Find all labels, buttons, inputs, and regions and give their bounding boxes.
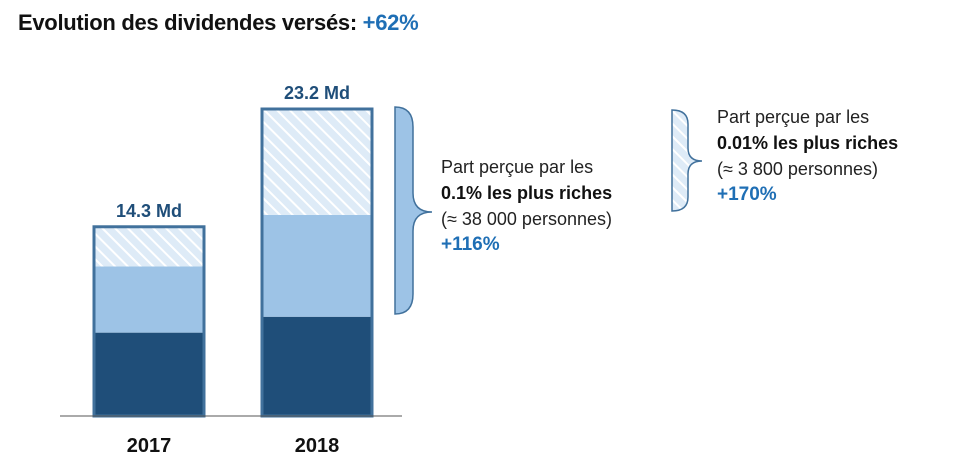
brace-top01 xyxy=(394,106,433,315)
bar-2018-middle xyxy=(262,214,372,317)
annotation-top001-line1: Part perçue par les xyxy=(717,107,870,127)
category-label-2018: 2018 xyxy=(295,435,340,457)
brace-top001 xyxy=(671,109,703,212)
title-change: +62% xyxy=(362,10,419,35)
bar-2017-top xyxy=(94,226,204,267)
annotation-top001-line2: 0.01% les plus riches xyxy=(717,133,899,153)
total-label-2018: 23.2 Md xyxy=(284,83,350,103)
total-label-2017: 14.3 Md xyxy=(116,201,182,221)
annotation-top01-line3: (≈ 38 000 personnes) xyxy=(441,209,612,229)
annotation-top01-change: +116% xyxy=(441,234,500,255)
bar-2017-bottom xyxy=(94,332,204,416)
bar-2018-top xyxy=(262,109,372,215)
bar-2018-bottom xyxy=(262,316,372,416)
annotation-top001-change: +170% xyxy=(717,184,777,205)
annotation-top001-line3: (≈ 3 800 personnes) xyxy=(717,159,878,179)
title-text: Evolution des dividendes versés: xyxy=(18,10,357,35)
annotation-top01-line2: 0.1% les plus riches xyxy=(441,183,613,203)
annotation-top01-line1: Part perçue par les xyxy=(441,157,594,177)
annotation-top01: Part perçue par les 0.1% les plus riches… xyxy=(441,154,612,258)
annotation-top001: Part perçue par les 0.01% les plus riche… xyxy=(717,104,898,208)
bar-2017-middle xyxy=(94,266,204,333)
chart-title: Evolution des dividendes versés: +62% xyxy=(18,10,419,36)
category-label-2017: 2017 xyxy=(127,435,172,457)
